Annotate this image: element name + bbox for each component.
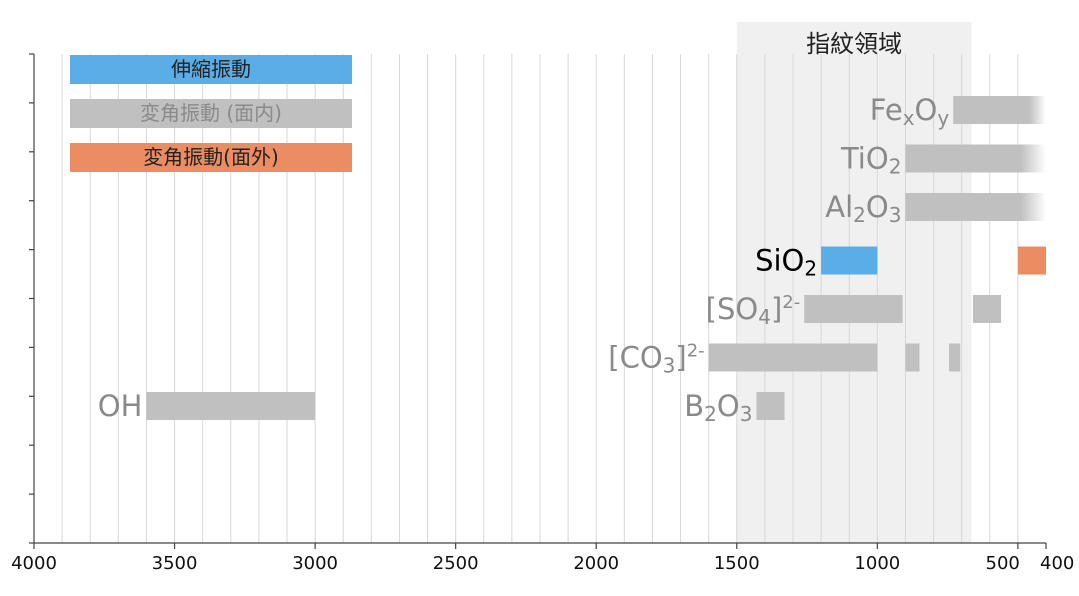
series-label: B2O3 [684,389,752,426]
bar-bend_in [905,343,920,372]
bar-bend_in [804,295,903,323]
x-tick-label: 2000 [573,553,619,574]
series-label: [CO3]2- [608,341,704,378]
legend-swatch-bend_out [70,143,352,172]
series-label: TiO2 [840,142,901,179]
grid-lines [61,54,1019,543]
fingerprint-region: 指紋領域 [736,22,972,543]
x-tick-label: 1500 [714,553,760,574]
x-tick-label: 1000 [854,553,900,574]
x-tick-label: 3500 [152,553,198,574]
bar-bend_in [756,392,785,420]
bars [146,96,1046,420]
fingerprint-region-label: 指紋領域 [806,30,902,58]
series-label: SiO2 [755,244,817,281]
legend-label-bend_in: 変角振動 (面内) [140,101,282,125]
legend-swatch-bend_in [70,99,352,128]
legend-label-bend_out: 変角振動(面外) [143,145,279,169]
bar-bend_in [905,144,1046,173]
bar-bend_in [708,343,878,372]
x-tick-label: 4000 [11,553,57,574]
x-axis: 4000 3500 3000 2500 2000 1500 1000 500 400 [11,53,1074,574]
fingerprint-region-box [736,22,972,543]
bar-bend_in [972,295,1002,323]
legend-label-stretch: 伸縮振動 [171,57,251,81]
x-tick-label: 2500 [433,553,479,574]
series-label: [SO4]2- [706,292,801,329]
bar-bend_in [146,392,316,420]
series-label: Al2O3 [825,190,901,227]
bar-bend_in [953,96,1046,124]
bar-stretch [821,246,878,275]
bar-bend_out [1017,246,1046,275]
bar-bend_in [905,193,1046,221]
x-tick-label: 500 [986,553,1020,574]
x-tick-label: 400 [1040,553,1074,574]
x-tick-label: 3000 [292,553,338,574]
series-label: OH [98,389,143,423]
legend-swatch-stretch [70,55,352,84]
series-label: FexOy [870,93,950,130]
bar-bend_in [949,343,961,372]
